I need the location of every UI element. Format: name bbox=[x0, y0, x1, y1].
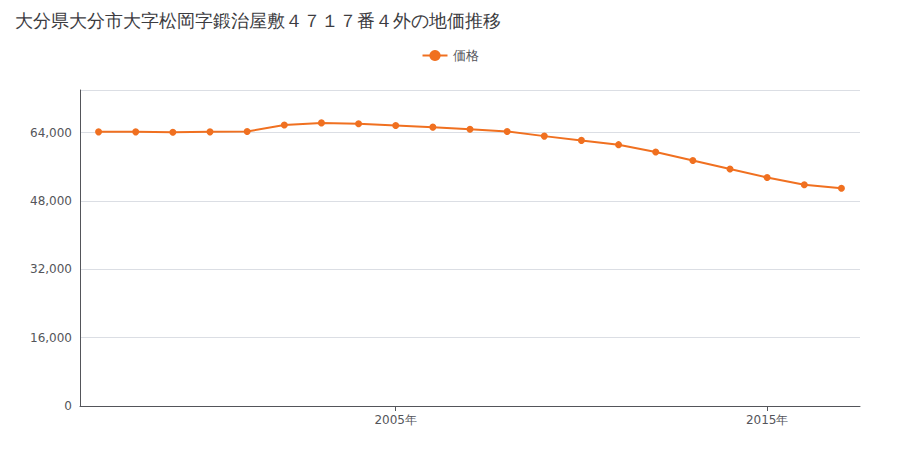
svg-text:2015年: 2015年 bbox=[746, 413, 789, 427]
svg-text:64,000: 64,000 bbox=[30, 126, 72, 140]
svg-text:48,000: 48,000 bbox=[30, 194, 72, 208]
svg-text:大分県大分市大字松岡字鍛治屋敷４７１７番４外の地価推移: 大分県大分市大字松岡字鍛治屋敷４７１７番４外の地価推移 bbox=[15, 10, 501, 31]
svg-text:16,000: 16,000 bbox=[30, 331, 72, 345]
svg-text:価格: 価格 bbox=[453, 48, 479, 63]
svg-text:32,000: 32,000 bbox=[30, 262, 72, 276]
svg-text:0: 0 bbox=[64, 399, 72, 413]
svg-text:2005年: 2005年 bbox=[374, 413, 417, 427]
